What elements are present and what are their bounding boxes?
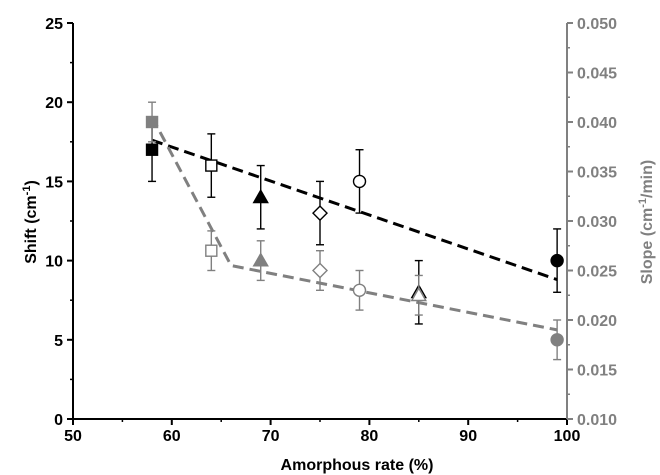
- data-point-left: [312, 180, 328, 246]
- square-marker: [145, 115, 159, 129]
- y-axis-left-title-main: Shift (cm: [23, 195, 40, 263]
- circle-marker: [550, 333, 564, 347]
- circle-marker: [550, 253, 564, 268]
- x-tick-label: 90: [459, 428, 477, 445]
- y-axis-left-title-sup: -1: [21, 186, 33, 196]
- x-tick-label: 100: [554, 428, 581, 445]
- square-marker: [205, 244, 218, 257]
- data-point-right: [352, 269, 367, 311]
- y-right-tick-label: 0.045: [577, 66, 617, 83]
- x-tick-label: 70: [262, 428, 280, 445]
- y-axis-left-title-end: ): [23, 180, 40, 185]
- trend-line-left: [151, 138, 558, 282]
- trend-lines: [150, 116, 558, 332]
- circle-marker: [352, 174, 367, 189]
- y-left-tick-label: 10: [45, 254, 63, 271]
- data-point-right: [252, 240, 269, 282]
- data-point-left: [550, 228, 564, 293]
- y-left-tick-label: 0: [54, 412, 63, 429]
- y-axis-right-title-sup: -1: [637, 198, 649, 208]
- data-points: [145, 101, 564, 361]
- x-tick-label: 60: [163, 428, 181, 445]
- y-left-tick-label: 5: [54, 333, 63, 350]
- y-axis-right-title-end: /min): [639, 160, 656, 198]
- circle-marker: [352, 283, 367, 297]
- y-right-tick-label: 0.030: [577, 214, 617, 231]
- y-left-tick-label: 15: [45, 174, 63, 191]
- y-right-tick-label: 0.040: [577, 115, 617, 132]
- data-point-right: [145, 101, 159, 143]
- square-marker: [205, 159, 218, 172]
- y-right-tick-label: 0.050: [577, 16, 617, 33]
- y-right-tick-label: 0.010: [577, 412, 617, 429]
- y-axis-right-title: Slope (cm-1/min): [637, 160, 656, 284]
- axes: 50 60 70 80 90 100 0 5 10 15 20 25 0.010 0.015 0.020 0.…: [45, 16, 617, 445]
- y-axis-right-title-main: Slope (cm: [639, 208, 656, 284]
- data-point-right: [205, 230, 218, 272]
- triangle-marker: [252, 188, 269, 204]
- diamond-marker: [312, 262, 328, 279]
- trend-line-right: [150, 116, 558, 332]
- data-point-right: [410, 274, 428, 316]
- data-point-right: [312, 249, 328, 291]
- square-marker: [145, 143, 159, 156]
- x-axis-title: Amorphous rate (%): [281, 457, 434, 474]
- y-right-tick-label: 0.015: [577, 363, 617, 380]
- diamond-marker: [312, 205, 328, 222]
- data-point-left: [252, 164, 269, 230]
- data-point-left: [352, 149, 367, 214]
- y-right-tick-label: 0.035: [577, 165, 617, 182]
- x-tick-label: 50: [64, 428, 82, 445]
- x-tick-label: 80: [361, 428, 379, 445]
- data-point-left: [205, 133, 218, 198]
- y-right-tick-label: 0.025: [577, 264, 617, 281]
- data-point-right: [550, 319, 564, 361]
- y-left-tick-label: 20: [45, 95, 63, 112]
- y-axis-left-title: Shift (cm-1): [21, 180, 40, 264]
- y-right-tick-label: 0.020: [577, 313, 617, 330]
- triangle-marker: [410, 286, 428, 302]
- triangle-marker: [252, 252, 269, 267]
- y-left-tick-label: 25: [45, 16, 63, 33]
